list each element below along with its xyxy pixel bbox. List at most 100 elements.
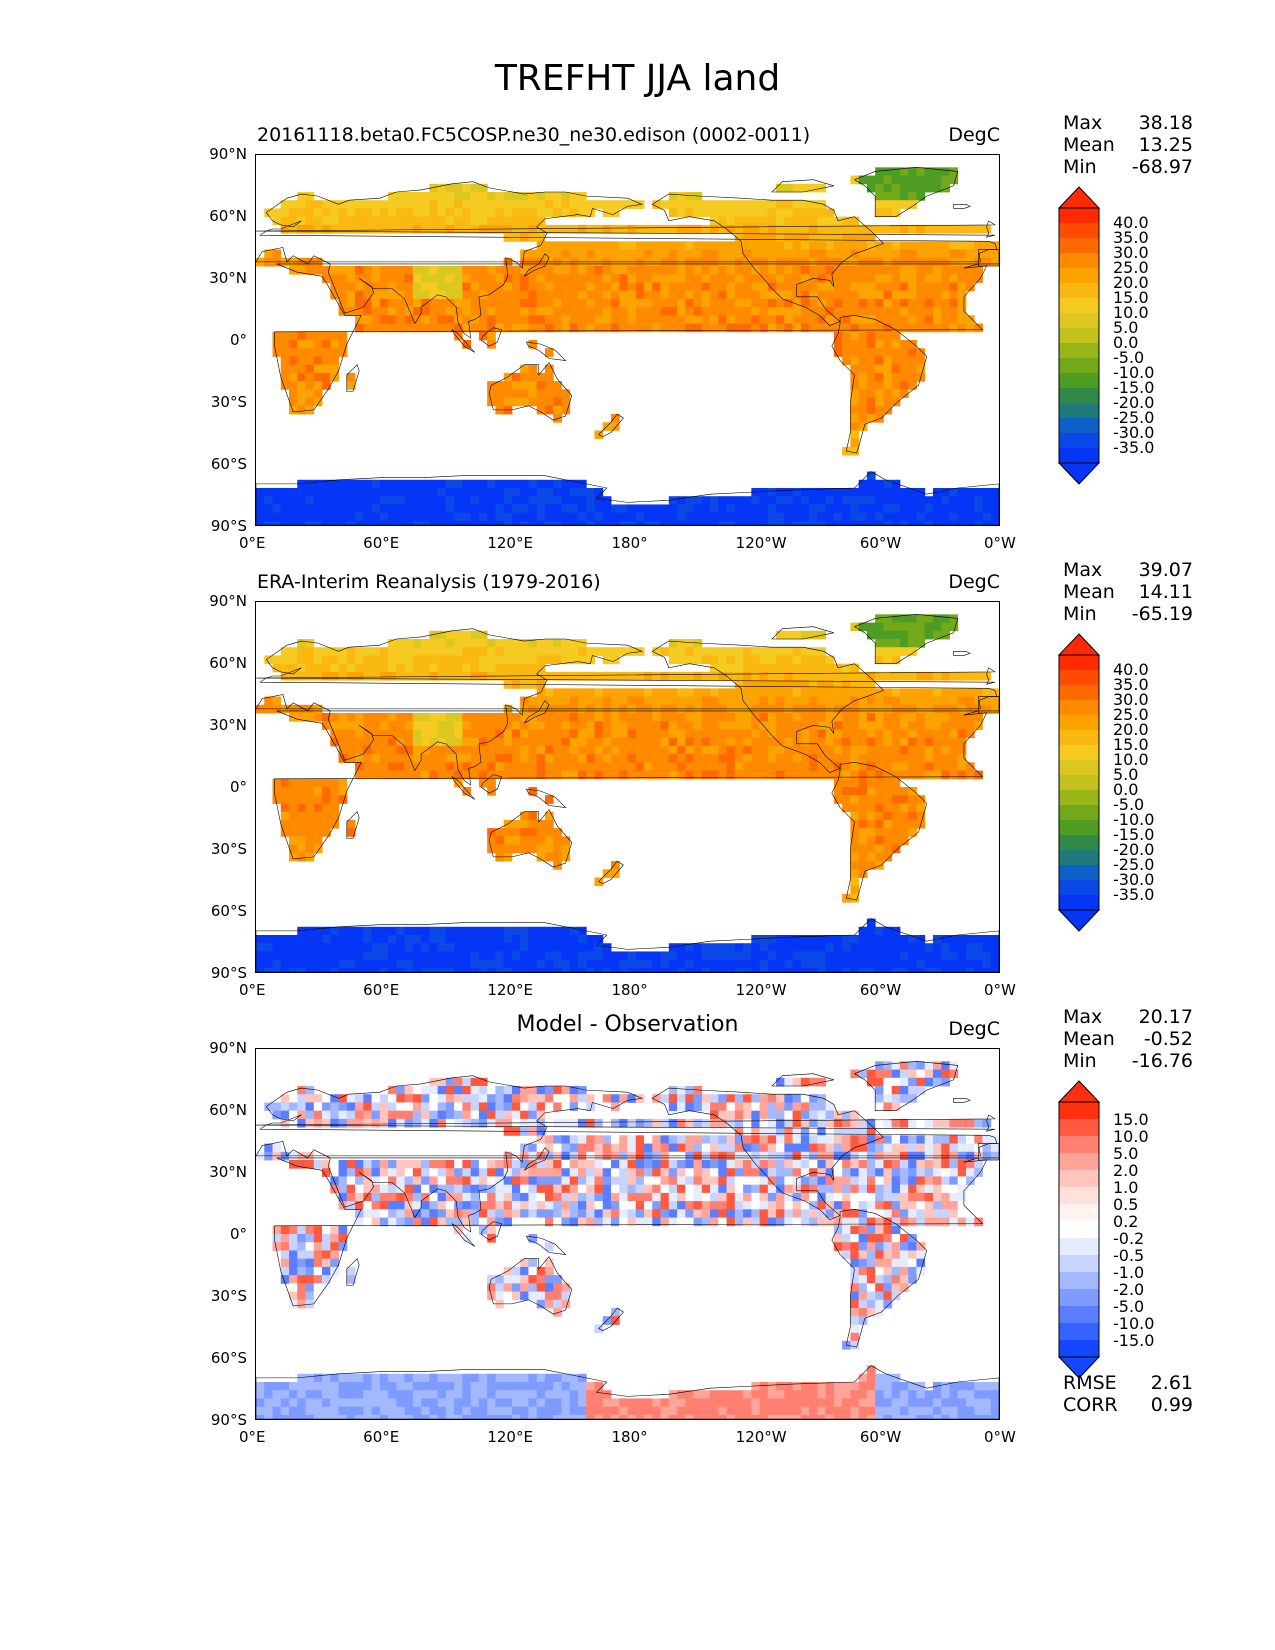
- colorbar-tick-label: 30.0: [1113, 243, 1149, 262]
- stat-row: Mean 14.11: [1063, 581, 1193, 603]
- lon-tick-label: 120°W: [735, 981, 787, 999]
- colorbar-tick-label: 15.0: [1113, 1110, 1149, 1129]
- coastline-europeAsia: [256, 628, 998, 786]
- colorbar-tick-label: -35.0: [1113, 438, 1155, 457]
- stat-label: Max: [1063, 559, 1103, 581]
- stat-value: -16.76: [1131, 1050, 1193, 1072]
- colorbar-tick-label: -10.0: [1113, 363, 1155, 382]
- colorbar-tick-label: 5.0: [1113, 318, 1139, 337]
- colorbar-segment: [1059, 358, 1099, 374]
- colorbar-segment: [1059, 1119, 1099, 1137]
- colorbar-segment: [1059, 1221, 1099, 1239]
- panel-title: ERA-Interim Reanalysis (1979-2016): [257, 571, 601, 593]
- colorbar-tick-label: 20.0: [1113, 720, 1149, 739]
- stat-label: Min: [1063, 603, 1097, 625]
- colorbar-segment: [1059, 1289, 1099, 1307]
- coastline-arcticIsles: [771, 179, 834, 193]
- colorbar-labels: 40.0 35.0 30.0 25.0 20.0 15.0 10.0 5.0 0.0 -5.0 -1…: [1113, 213, 1155, 457]
- colorbar-segment: [1059, 895, 1099, 911]
- colorbar-segment: [1059, 715, 1099, 731]
- colorbar-segment: [1059, 1255, 1099, 1273]
- coastline-northAmerica: [651, 193, 884, 326]
- colorbar-tick-label: -15.0: [1113, 378, 1155, 397]
- colorbar-tick-label: 15.0: [1113, 735, 1149, 754]
- colorbar-segment: [1059, 403, 1099, 419]
- coastline-europeAsia: [256, 181, 998, 339]
- colorbar-segment: [1059, 775, 1099, 791]
- lon-tick-label: 0°E: [239, 981, 266, 999]
- stat-row: Max 20.17: [1063, 1006, 1193, 1028]
- coastline-arcticIsles: [771, 626, 834, 640]
- coastline-australia: [488, 362, 573, 421]
- coastline-antarctica: [256, 1365, 999, 1419]
- lon-tick-label: 60°E: [363, 981, 400, 999]
- colorbar-segment: [1059, 820, 1099, 836]
- colorbar-tick-label: -2.0: [1113, 1280, 1145, 1299]
- colorbar-tick-label: -30.0: [1113, 423, 1155, 442]
- colorbar-tick-label: -35.0: [1113, 885, 1155, 904]
- colorbar-segment: [1059, 805, 1099, 821]
- stat-label: Min: [1063, 156, 1097, 178]
- colorbar-tick-label: 2.0: [1113, 1161, 1139, 1180]
- coastline-borneoIndo: [480, 774, 502, 794]
- coastline-southAmerica: [831, 315, 928, 454]
- colorbar-tick-label: -10.0: [1113, 810, 1155, 829]
- stat-row: Min -16.76: [1063, 1050, 1193, 1072]
- colorbar-tick-label: -15.0: [1113, 825, 1155, 844]
- colorbar-tick-label: 40.0: [1113, 213, 1149, 232]
- map-plot: [255, 154, 1000, 526]
- coastline-iceland: [953, 204, 971, 209]
- colorbar-segment: [1059, 328, 1099, 344]
- lat-tick-label: 60°N: [209, 1101, 247, 1119]
- coastline-japan: [524, 253, 550, 277]
- lon-tick-label: 0°W: [984, 534, 1016, 552]
- lat-tick-label: 30°S: [210, 393, 247, 411]
- colorbar-segment: [1059, 670, 1099, 686]
- stat-row: CORR 0.99: [1063, 1394, 1193, 1416]
- coastline-antarctica: [256, 471, 999, 525]
- coastline-madagascar: [346, 1258, 360, 1286]
- colorbar-tick-label: 0.2: [1113, 1212, 1139, 1231]
- stat-value: 38.18: [1138, 112, 1193, 134]
- coastline-westEurope: [978, 696, 999, 714]
- lat-tick-label: 0°: [229, 331, 247, 349]
- colorbar-tick-label: -30.0: [1113, 870, 1155, 889]
- lat-tick-label: 60°N: [209, 207, 247, 225]
- coastline-greenland: [853, 1061, 959, 1111]
- colorbar-labels: 15.0 10.0 5.0 2.0 1.0 0.5 0.2 -0.2 -0.5 -1.0 -2.0-…: [1113, 1111, 1154, 1349]
- panel-title: Model - Observation: [516, 1012, 739, 1037]
- lon-tick-label: 120°W: [735, 1428, 787, 1446]
- colorbar-segment: [1059, 1272, 1099, 1290]
- panel-title: 20161118.beta0.FC5COSP.ne30_ne30.edison …: [257, 124, 811, 146]
- stat-value: 13.25: [1138, 134, 1193, 156]
- colorbar-tick-label: 0.5: [1113, 1195, 1139, 1214]
- stat-label: Min: [1063, 1050, 1097, 1072]
- map-plot: [255, 1048, 1000, 1420]
- stat-row: Max 39.07: [1063, 559, 1193, 581]
- units-label: DegC: [948, 124, 1000, 146]
- coastline-westEurope: [978, 249, 999, 267]
- lat-tick-label: 0°: [229, 1225, 247, 1243]
- coastline-newZealand: [598, 413, 624, 437]
- colorbar-segment: [1059, 850, 1099, 866]
- land-fill: [256, 167, 999, 525]
- colorbar-under-arrow: [1058, 462, 1101, 485]
- stat-value: 20.17: [1138, 1006, 1193, 1028]
- stat-value: 39.07: [1138, 559, 1193, 581]
- coastline-newGuinea: [525, 341, 567, 361]
- coastline-europeAsia: [256, 1075, 998, 1233]
- lat-tick-label: 30°N: [209, 1163, 247, 1181]
- lat-tick-label: 60°S: [210, 455, 247, 473]
- coastline-australia: [488, 809, 573, 868]
- stat-value: -65.19: [1131, 603, 1193, 625]
- colorbar-tick-label: -20.0: [1113, 393, 1155, 412]
- coastline-japan: [524, 1147, 550, 1171]
- stats-box: Max 20.17 Mean -0.52 Min -16.76: [1063, 1006, 1193, 1072]
- coastline-uk: [256, 1114, 996, 1132]
- coastline-greenland: [853, 614, 959, 664]
- lon-tick-label: 0°E: [239, 534, 266, 552]
- coastline-westEurope: [978, 1143, 999, 1161]
- stat-label: Mean: [1063, 134, 1115, 156]
- colorbar-segment: [1059, 268, 1099, 284]
- figure-title: TREFHT JJA land: [494, 58, 781, 99]
